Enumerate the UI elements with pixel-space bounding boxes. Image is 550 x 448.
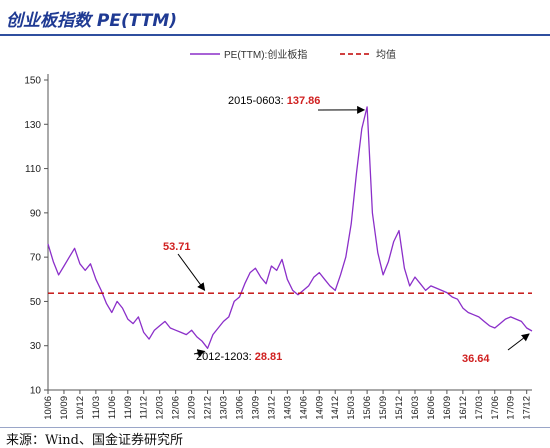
x-tick-label: 12/06 [171,396,182,420]
series-line-pe [47,106,533,349]
y-tick-label: 90 [30,208,42,219]
x-tick-label: 13/06 [234,396,245,420]
x-tick-label: 14/03 [282,396,293,420]
x-tick-label: 16/12 [458,396,469,420]
x-tick-label: 17/09 [506,396,517,420]
source-divider [0,427,550,428]
x-tick-label: 15/12 [394,396,405,420]
y-tick-label: 110 [25,164,41,175]
pe-chart: PE(TTM):创业板指 均值 10 30 50 70 90 110 130 150 10/06… [24,48,533,420]
y-tick-label: 10 [30,386,42,397]
x-tick-label: 13/09 [250,396,261,420]
chart-area: PE(TTM):创业板指 均值 10 30 50 70 90 110 130 150 10/06… [0,38,550,430]
x-tick-label: 10/06 [43,396,54,420]
x-tick-label: 14/09 [314,396,325,420]
x-tick-label: 17/12 [522,396,533,420]
y-tick-label: 30 [30,341,42,352]
x-tick-label: 15/06 [362,396,373,420]
x-tick-label: 11/12 [139,396,150,419]
x-tick-label: 12/03 [155,396,166,420]
x-tick-label: 12/09 [187,396,198,420]
x-tick-label: 14/12 [330,396,341,420]
annotation-arrow-last [507,333,530,351]
x-tick-label: 17/06 [490,396,501,420]
annotation-arrow-low [193,349,206,357]
source-note: 来源：Wind、国金证券研究所 [6,433,183,448]
x-tick-label: 11/09 [123,396,134,419]
y-tick-label: 150 [24,76,41,87]
x-tick-label: 16/09 [442,396,453,420]
x-tick-label: 16/03 [410,396,421,420]
annotation-last: 36.64 [462,353,490,365]
annotation-peak: 2015-0603: 137.86 [228,95,320,107]
x-tick-label: 10/09 [59,396,70,420]
x-tick-label: 12/12 [203,396,214,420]
x-tick-label: 11/03 [91,396,102,419]
annotation-low: 2012-1203: 28.81 [196,351,282,363]
x-tick-label: 15/09 [378,396,389,420]
x-tick-label: 13/03 [219,396,230,420]
x-tick-label: 15/03 [346,396,357,420]
y-tick-label: 50 [30,297,42,308]
x-tick-label: 17/03 [474,396,485,420]
page-title: 创业板指数 PE(TTM) [6,11,178,31]
x-tick-label: 14/06 [298,396,309,420]
y-tick-label: 70 [30,253,42,264]
x-tick-label: 13/12 [266,396,277,420]
x-tick-label: 10/12 [75,396,86,420]
chart-legend: PE(TTM):创业板指 均值 [190,48,396,61]
x-tick-label: 16/06 [426,396,437,420]
legend-label-mean: 均值 [376,48,396,61]
annotation-arrow-mean [177,253,206,292]
legend-label-pe: PE(TTM):创业板指 [224,48,307,61]
y-tick-label: 130 [24,120,41,131]
title-divider [0,34,550,36]
annotation-mean: 53.71 [163,241,191,253]
x-tick-label: 11/06 [107,396,118,419]
